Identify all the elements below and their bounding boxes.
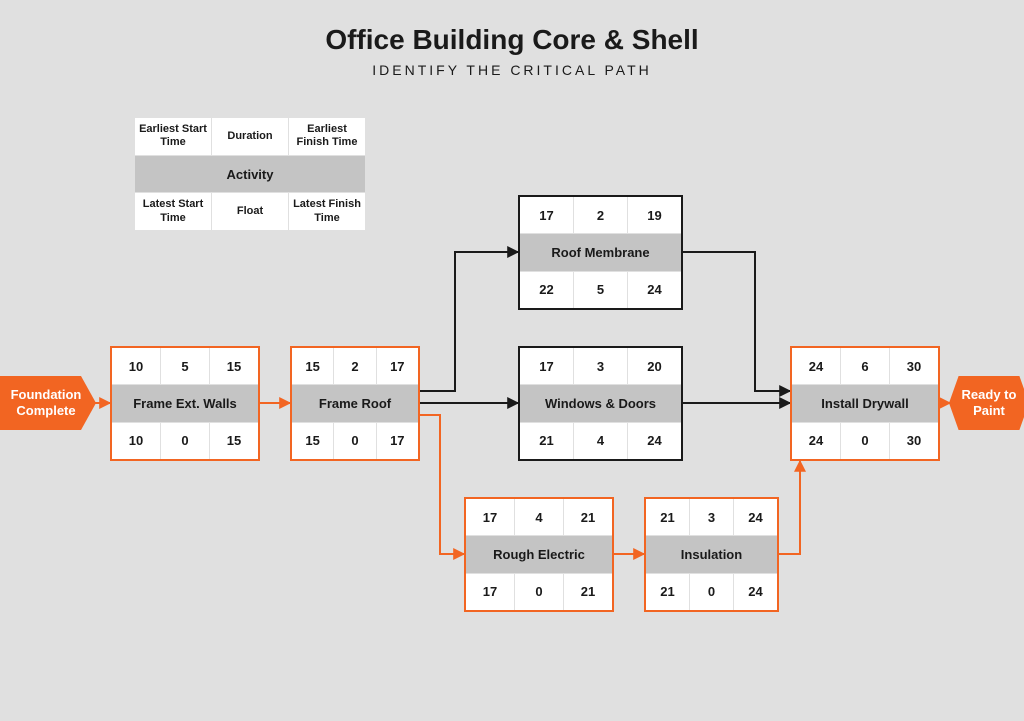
activity-bottom-row: 24030 <box>792 422 938 459</box>
edge-insulation-to-install_drywall <box>779 461 800 554</box>
activity-cell: 21 <box>563 499 612 535</box>
activity-top-row: 15217 <box>292 348 418 384</box>
legend-cell-eft: Earliest Finish Time <box>288 118 365 155</box>
activity-name-row: Rough Electric <box>466 535 612 572</box>
activity-cell: 15 <box>292 348 333 384</box>
activity-name: Rough Electric <box>493 547 585 562</box>
activity-cell: 0 <box>840 423 889 459</box>
activity-cell: 2 <box>333 348 375 384</box>
activity-bottom-row: 21024 <box>646 573 777 610</box>
milestone-label: Foundation Complete <box>2 387 90 418</box>
activity-cell: 24 <box>792 423 840 459</box>
activity-name-row: Insulation <box>646 535 777 572</box>
milestone-foundation-complete: Foundation Complete <box>0 376 96 430</box>
activity-cell: 3 <box>573 348 627 384</box>
activity-cell: 17 <box>376 348 418 384</box>
activity-cell: 15 <box>209 348 258 384</box>
activity-cell: 10 <box>112 348 160 384</box>
activity-top-row: 21324 <box>646 499 777 535</box>
page-subtitle: IDENTIFY THE CRITICAL PATH <box>0 62 1024 78</box>
edge-frame_roof-to-roof_membrane <box>420 252 518 391</box>
activity-cell: 17 <box>520 197 573 233</box>
legend-bottom-row: Latest Start Time Float Latest Finish Ti… <box>135 192 365 230</box>
activity-name-row: Frame Roof <box>292 384 418 421</box>
legend-cell-float: Float <box>211 193 288 230</box>
activity-roof-membrane: 17219 Roof Membrane 22524 <box>518 195 683 310</box>
activity-cell: 21 <box>646 499 689 535</box>
activity-cell: 0 <box>333 423 375 459</box>
activity-cell: 20 <box>627 348 681 384</box>
activity-cell: 30 <box>889 348 938 384</box>
activity-name: Insulation <box>681 547 742 562</box>
activity-name: Install Drywall <box>821 396 908 411</box>
activity-name-row: Frame Ext. Walls <box>112 384 258 421</box>
activity-top-row: 17219 <box>520 197 681 233</box>
activity-cell: 17 <box>466 499 514 535</box>
activity-frame-roof: 15217Frame Roof15017 <box>290 346 420 461</box>
activity-cell: 5 <box>573 272 627 308</box>
legend-activity-label: Activity <box>227 167 274 182</box>
legend-cell-lft: Latest Finish Time <box>288 193 365 230</box>
activity-cell: 4 <box>573 423 627 459</box>
activity-cell: 15 <box>292 423 333 459</box>
activity-frame-ext-walls: 10515Frame Ext. Walls10015 <box>110 346 260 461</box>
activity-cell: 24 <box>792 348 840 384</box>
activity-name-row: Install Drywall <box>792 384 938 421</box>
activity-bottom-row: 22524 <box>520 271 681 308</box>
activity-cell: 4 <box>514 499 563 535</box>
activity-name-row: Roof Membrane <box>520 233 681 270</box>
activity-cell: 6 <box>840 348 889 384</box>
activity-cell: 17 <box>376 423 418 459</box>
activity-rough-electric: 17421Rough Electric17021 <box>464 497 614 612</box>
activity-cell: 21 <box>563 574 612 610</box>
activity-cell: 30 <box>889 423 938 459</box>
activity-cell: 0 <box>160 423 209 459</box>
page-title: Office Building Core & Shell <box>0 24 1024 56</box>
activity-top-row: 17421 <box>466 499 612 535</box>
activity-cell: 0 <box>514 574 563 610</box>
edge-roof_membrane-to-install_drywall <box>683 252 790 391</box>
activity-name: Frame Ext. Walls <box>133 396 237 411</box>
activity-cell: 15 <box>209 423 258 459</box>
activity-bottom-row: 15017 <box>292 422 418 459</box>
activity-cell: 5 <box>160 348 209 384</box>
legend-cell-dur: Duration <box>211 118 288 155</box>
activity-install-drywall: 24630Install Drywall24030 <box>790 346 940 461</box>
legend-cell-est: Earliest Start Time <box>135 118 211 155</box>
activity-cell: 2 <box>573 197 627 233</box>
activity-cell: 17 <box>520 348 573 384</box>
activity-cell: 24 <box>733 499 777 535</box>
activity-name-row: Windows & Doors <box>520 384 681 421</box>
legend-top-row: Earliest Start Time Duration Earliest Fi… <box>135 118 365 155</box>
activity-top-row: 17320 <box>520 348 681 384</box>
edge-frame_roof-to-rough_electric <box>420 415 464 554</box>
activity-windows-doors: 17320 Windows & Doors 21424 <box>518 346 683 461</box>
activity-bottom-row: 21424 <box>520 422 681 459</box>
activity-top-row: 24630 <box>792 348 938 384</box>
activity-cell: 24 <box>627 272 681 308</box>
activity-top-row: 10515 <box>112 348 258 384</box>
activity-insulation: 21324Insulation21024 <box>644 497 779 612</box>
activity-bottom-row: 10015 <box>112 422 258 459</box>
activity-cell: 0 <box>689 574 733 610</box>
activity-cell: 24 <box>627 423 681 459</box>
legend-mid-row: Activity <box>135 155 365 193</box>
legend-cell-lst: Latest Start Time <box>135 193 211 230</box>
activity-cell: 17 <box>466 574 514 610</box>
activity-name: Roof Membrane <box>551 245 649 260</box>
activity-name: Windows & Doors <box>545 396 656 411</box>
activity-bottom-row: 17021 <box>466 573 612 610</box>
activity-cell: 21 <box>646 574 689 610</box>
activity-cell: 19 <box>627 197 681 233</box>
activity-cell: 24 <box>733 574 777 610</box>
activity-cell: 3 <box>689 499 733 535</box>
milestone-label: Ready to Paint <box>955 387 1023 418</box>
diagram-canvas: Office Building Core & Shell IDENTIFY TH… <box>0 0 1024 721</box>
activity-cell: 21 <box>520 423 573 459</box>
activity-cell: 22 <box>520 272 573 308</box>
legend-box: Earliest Start Time Duration Earliest Fi… <box>135 118 365 230</box>
activity-cell: 10 <box>112 423 160 459</box>
milestone-ready-to-paint: Ready to Paint <box>949 376 1024 430</box>
activity-name: Frame Roof <box>319 396 391 411</box>
